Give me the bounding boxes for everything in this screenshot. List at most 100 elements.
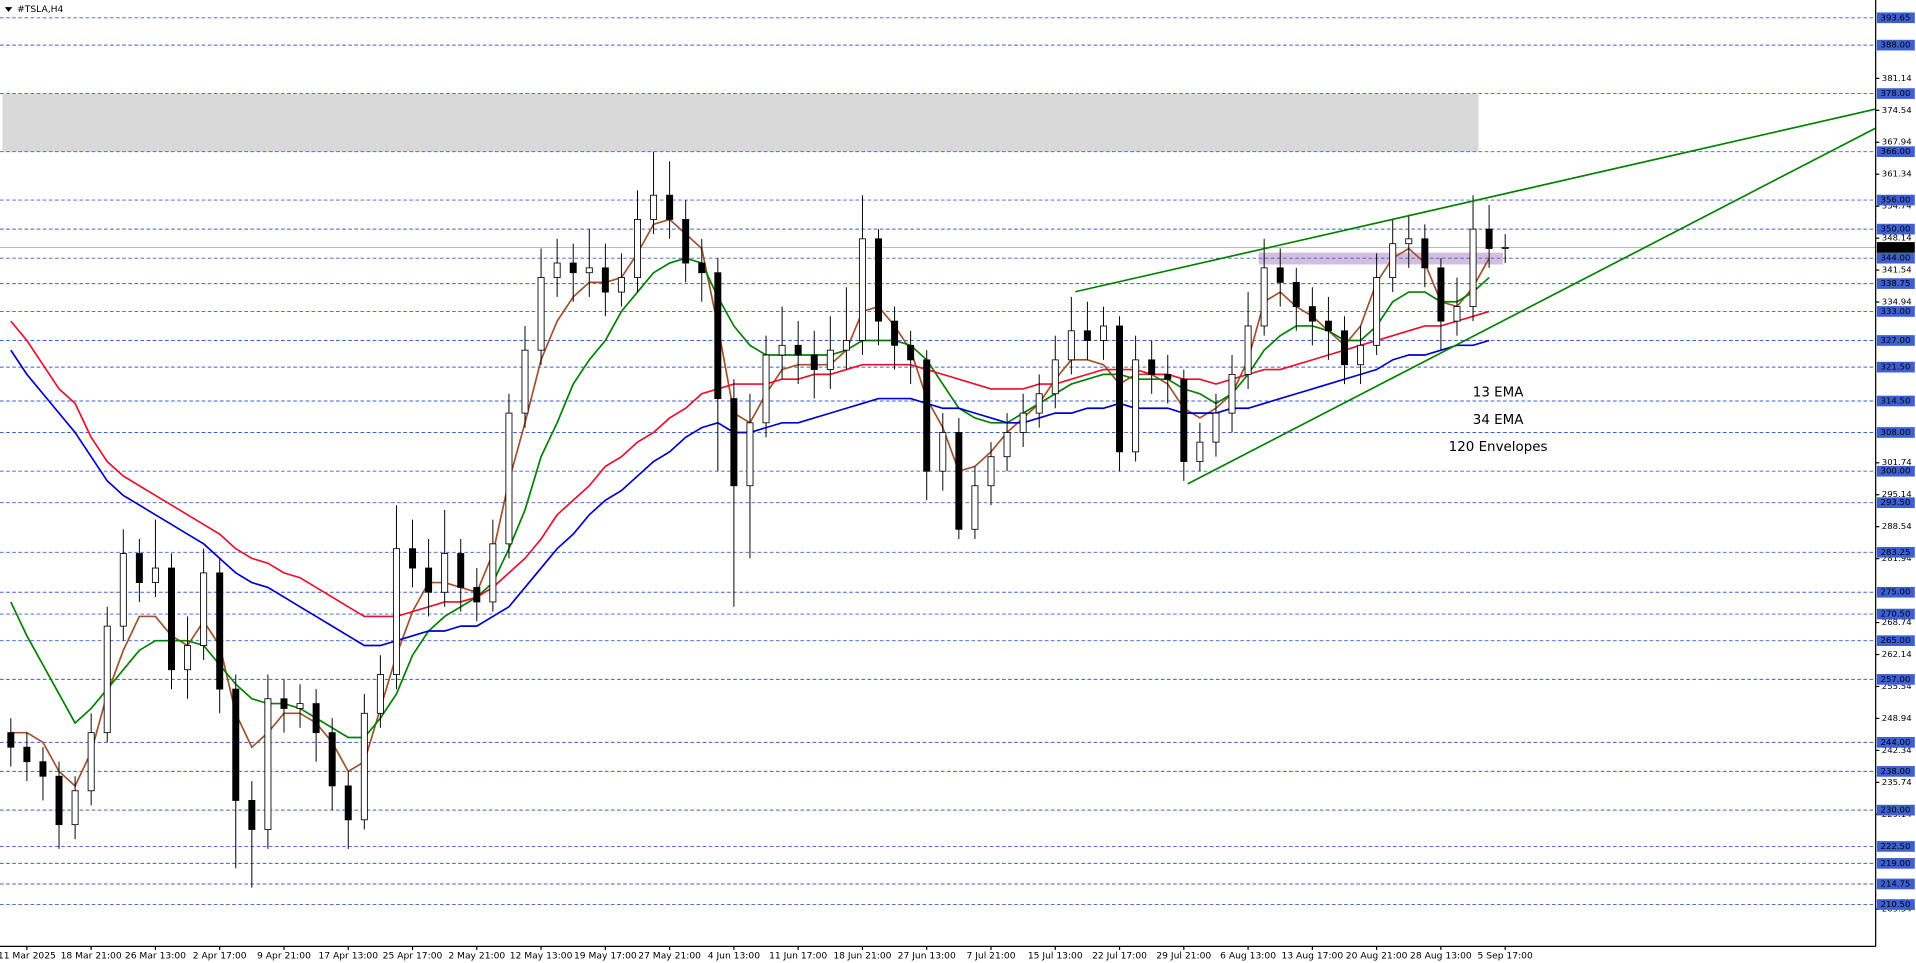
x-tick-label: 19 May 17:00 [574,951,637,961]
candle-body [650,194,658,220]
level-label-box [1876,278,1915,289]
level-label: 356.00 [1881,195,1911,205]
candle-body [264,698,272,830]
x-tick-label: 27 May 21:00 [638,951,701,961]
candle-body [1501,247,1509,249]
level-label: 222.50 [1881,841,1911,851]
candle-body [360,712,368,821]
candle-body [1421,238,1429,269]
y-tick-label: 242.34 [1882,745,1912,755]
trendline-lower [1187,127,1877,485]
level-label-box [1876,899,1915,910]
y-tick-label: 255.54 [1882,681,1912,691]
x-tick-label: 15 Jul 13:00 [1028,951,1083,961]
candle-body [7,732,15,748]
candle-body [1437,267,1445,322]
candle-body [891,320,899,346]
level-label: 265.00 [1881,635,1911,645]
candle-body [457,553,465,588]
candle-body [730,398,738,487]
level-label: 219.00 [1881,858,1911,868]
level-label: 230.00 [1881,805,1911,815]
level-label-box [1876,194,1915,206]
candle-body [1116,325,1124,453]
x-tick-label: 27 Jun 13:00 [898,951,956,961]
menu-arrow[interactable] [4,7,13,12]
y-tick-label: 281.94 [1882,553,1912,563]
candle-body [1292,281,1300,308]
candle-body [1051,359,1059,395]
x-tick-label: 22 Jul 17:00 [1092,951,1147,961]
x-tick-label: 18 Jun 21:00 [833,951,891,961]
candle-body [907,344,915,361]
candle-body [1019,412,1027,433]
level-label-box [1876,306,1915,317]
level-label: 366.00 [1881,146,1911,156]
level-label: 214.75 [1881,879,1911,889]
level-label-box [1876,766,1915,777]
level-label-box [1876,12,1915,24]
legend-entry: 13 EMA [1473,386,1524,401]
candle-body [521,349,529,414]
level-label: 300.00 [1881,466,1911,476]
candle-body [119,553,127,627]
x-tick-label: 2 Apr 17:00 [193,951,247,961]
candle-body [1389,243,1397,278]
level-label-box [1876,427,1915,438]
x-tick-label: 6 Aug 13:00 [1220,951,1276,961]
candle-body [714,272,722,400]
level-label: 244.00 [1881,737,1911,747]
chart-title: #TSLA,H4 [17,5,64,15]
level-label: 257.00 [1881,674,1911,684]
candle-body [151,567,159,583]
x-tick-label: 25 Apr 17:00 [383,951,443,961]
candle-body [682,219,690,264]
indicator-line [10,257,1490,739]
level-label: 238.00 [1881,766,1911,776]
candle-body [1099,325,1107,341]
x-tick-label: 9 Apr 21:00 [257,951,311,961]
candles [7,151,1509,888]
candle-body [505,412,513,545]
candle-body [826,349,834,370]
candle-body [698,262,706,274]
level-label-box [1876,737,1915,748]
candle-body [39,761,47,777]
candle-body [135,553,143,583]
candle-body [328,732,336,787]
candle-body [585,267,593,274]
indicator-line [10,310,1490,618]
level-label: 327.00 [1881,335,1911,345]
candle-body [537,277,545,351]
candle-body [1373,277,1381,346]
level-label-box [1876,546,1915,558]
candle-body [1083,330,1091,341]
level-label: 321.50 [1881,362,1911,372]
x-tick-label: 11 Mar 2025 [0,951,56,961]
x-tick-label: 13 Aug 17:00 [1282,951,1344,961]
last-price-label: 346.22 [1881,242,1911,252]
candle-body [1212,412,1220,443]
level-label-box [1876,586,1915,598]
candle-body [23,746,31,763]
candle-body [971,485,979,530]
candle-body [1003,432,1011,458]
level-label: 333.00 [1881,306,1911,316]
legend-entry: 34 EMA [1473,413,1524,428]
candle-body [1196,441,1204,462]
x-tick-label: 5 Sep 17:00 [1478,951,1534,961]
candle-body [666,194,674,220]
candle-body [810,354,818,370]
candle-body [71,790,79,826]
level-label: 350.00 [1881,224,1911,234]
candle-body [634,219,641,278]
level-label: 378.00 [1881,88,1911,98]
candle-body [923,359,931,472]
candle-body [441,553,449,593]
level-label-box [1876,608,1915,620]
candle-body [842,340,850,351]
price-axis: 381.14 374.54 367.94 361.34 354.74 348.14 341.… [1875,12,1915,914]
x-tick-label: 17 Apr 13:00 [318,951,378,961]
level-label: 338.75 [1881,278,1911,288]
